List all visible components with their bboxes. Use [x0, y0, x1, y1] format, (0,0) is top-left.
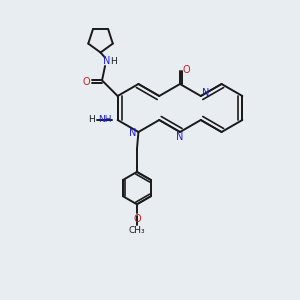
Text: CH₃: CH₃ — [129, 226, 145, 235]
Text: O: O — [82, 76, 90, 87]
Text: N: N — [202, 88, 209, 98]
Text: O: O — [133, 214, 141, 224]
Text: N: N — [129, 128, 137, 138]
Text: N: N — [176, 132, 184, 142]
Text: O: O — [183, 65, 190, 75]
Text: NH: NH — [98, 116, 112, 124]
Text: H: H — [88, 115, 95, 124]
Text: H: H — [110, 57, 117, 66]
Text: N: N — [103, 56, 110, 66]
